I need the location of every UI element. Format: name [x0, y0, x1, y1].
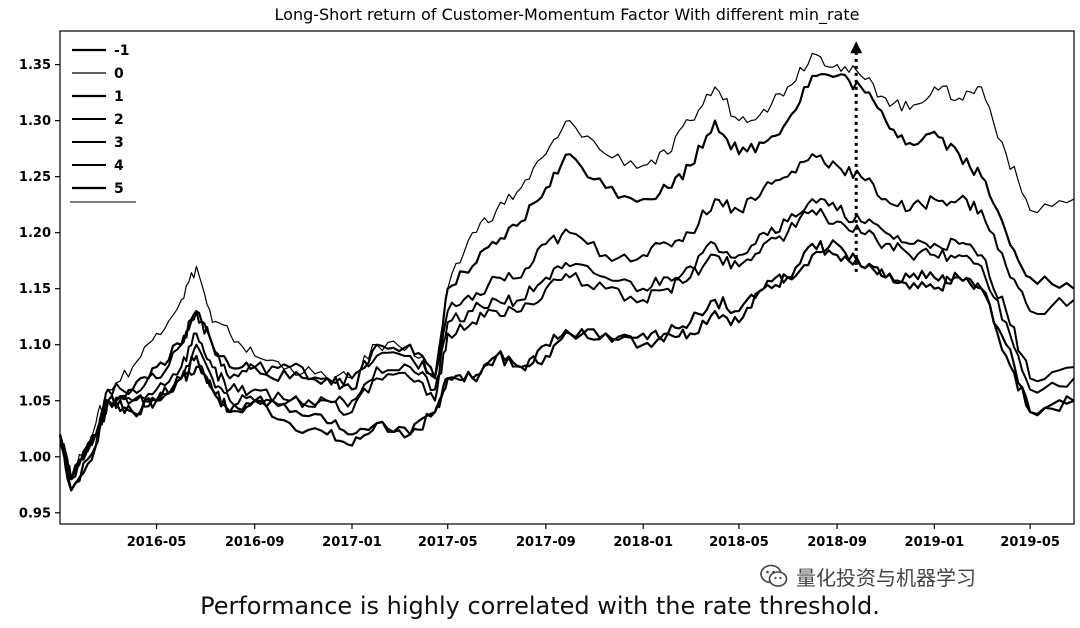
legend-label-5: 5	[114, 181, 124, 197]
x-tick-label: 2018-01	[613, 535, 673, 550]
figure-caption: Performance is highly correlated with th…	[200, 592, 880, 620]
x-tick-label: 2019-05	[1000, 535, 1060, 550]
x-tick-label: 2017-09	[516, 535, 576, 550]
annotation-arrowhead	[850, 41, 863, 54]
x-tick-label: 2016-09	[225, 535, 285, 550]
wechat-icon	[760, 564, 788, 587]
y-tick-label: 1.00	[19, 450, 51, 465]
x-tick-label: 2017-05	[418, 535, 478, 550]
plot-frame	[59, 30, 1075, 525]
series-line-5	[58, 240, 1075, 492]
y-tick-label: 1.30	[19, 114, 51, 129]
legend-label-0: 0	[114, 66, 124, 82]
chart-title: Long-Short return of Customer-Momentum F…	[275, 5, 860, 25]
line-chart: Long-Short return of Customer-Momentum F…	[19, 5, 1075, 550]
legend-label-1: 1	[114, 89, 124, 105]
y-tick-label: 1.05	[19, 394, 51, 409]
series-line-2	[59, 153, 1075, 481]
y-tick-label: 1.35	[19, 58, 51, 73]
x-axis: 2016-05 2016-09 2017-01 2017-05 2017-09 2018-…	[127, 524, 1060, 550]
y-tick-label: 1.10	[19, 338, 51, 353]
legend-label-4: 4	[114, 158, 124, 174]
y-axis: 0.95 1.00 1.05 1.10 1.15 1.20 1.25 1.30 1.35	[19, 58, 60, 521]
x-tick-label: 2019-01	[905, 535, 965, 550]
series-line-0	[59, 52, 1075, 480]
x-tick-label: 2016-05	[127, 535, 187, 550]
plot-lines	[58, 52, 1075, 492]
series-line-4	[59, 207, 1075, 481]
series-line-1	[58, 73, 1075, 481]
x-tick-label: 2018-09	[807, 535, 867, 550]
annotation-arrow	[850, 41, 863, 272]
y-tick-label: 1.25	[19, 170, 51, 185]
y-tick-label: 1.15	[19, 282, 51, 297]
watermark-text: 量化投资与机器学习	[796, 565, 976, 590]
legend-label-2: 2	[114, 112, 124, 128]
y-tick-label: 0.95	[19, 506, 51, 521]
legend: -1 0 1 2 3 4 5	[70, 43, 136, 203]
legend-label--1: -1	[114, 43, 130, 59]
watermark: 量化投资与机器学习	[760, 562, 976, 590]
legend-label-3: 3	[114, 135, 124, 151]
y-tick-label: 1.20	[19, 226, 51, 241]
series-line-3	[59, 197, 1075, 481]
x-tick-label: 2018-05	[709, 535, 769, 550]
x-tick-label: 2017-01	[322, 535, 382, 550]
